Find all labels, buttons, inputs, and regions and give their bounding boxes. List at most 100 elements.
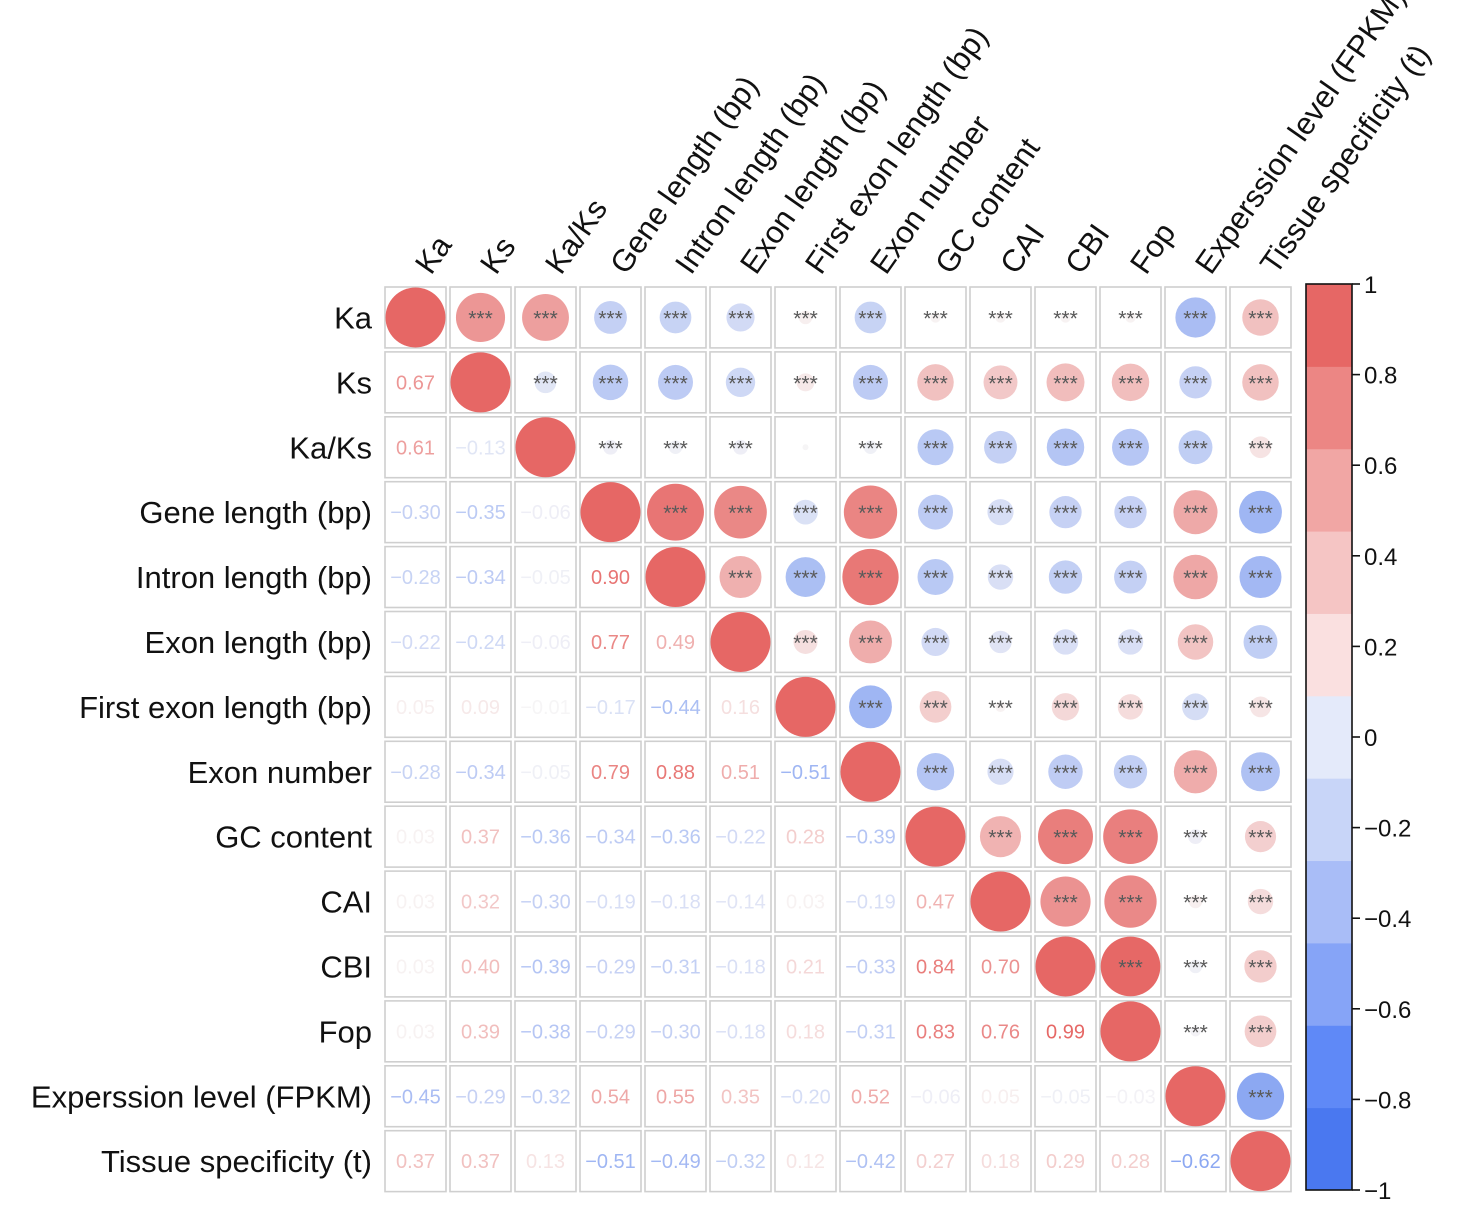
significance-label: *** <box>988 762 1013 785</box>
matrix-cell <box>1164 805 1227 868</box>
significance-label: *** <box>1118 762 1143 785</box>
correlation-value: 0.03 <box>396 1021 435 1043</box>
matrix-cell <box>449 415 512 479</box>
significance-label: *** <box>793 372 818 395</box>
correlation-circle <box>853 364 888 400</box>
row-label: Ka/Ks <box>289 430 372 465</box>
significance-label: *** <box>1183 632 1208 655</box>
correlation-value: −0.36 <box>520 827 571 849</box>
correlation-circle <box>1173 490 1218 535</box>
correlation-circle <box>840 741 901 802</box>
correlation-circle <box>987 499 1014 526</box>
significance-label: *** <box>988 307 1013 330</box>
significance-label: *** <box>1248 1021 1273 1044</box>
row-label: Ks <box>336 365 372 400</box>
correlation-value: −0.31 <box>845 1021 896 1043</box>
correlation-circle <box>1178 430 1213 465</box>
correlation-value: 0.05 <box>396 697 435 719</box>
matrix-cell <box>449 870 512 933</box>
matrix-cell <box>449 1000 512 1063</box>
correlation-circle <box>919 690 952 723</box>
significance-label: *** <box>663 437 688 460</box>
significance-label: *** <box>923 437 948 460</box>
matrix-cell <box>1034 1065 1097 1128</box>
significance-label: *** <box>1183 827 1208 850</box>
correlation-value: 0.84 <box>916 956 955 978</box>
row-label: Ka <box>334 300 373 335</box>
colorbar-segment <box>1306 1025 1352 1109</box>
matrix-cell <box>904 1065 967 1128</box>
significance-label: *** <box>858 307 883 330</box>
matrix-cell <box>384 480 447 544</box>
matrix-cell <box>1099 1065 1162 1128</box>
significance-label: *** <box>1118 372 1143 395</box>
correlation-circle <box>802 444 809 451</box>
significance-label: *** <box>858 502 883 525</box>
colorbar-tick-label: 0 <box>1364 725 1377 752</box>
significance-label: *** <box>858 372 883 395</box>
correlation-circle <box>515 417 576 478</box>
correlation-value: 0.03 <box>396 956 435 978</box>
significance-label: *** <box>1053 502 1078 525</box>
matrix-cell <box>839 351 902 414</box>
correlation-circle <box>1188 894 1203 909</box>
row-label: GC content <box>215 820 372 855</box>
correlation-value: −0.13 <box>455 437 506 459</box>
correlation-value: −0.03 <box>1105 1086 1156 1108</box>
matrix-cell <box>1099 1129 1162 1193</box>
column-label: Ka <box>408 228 459 280</box>
matrix-cell <box>1164 415 1227 479</box>
correlation-circle <box>455 292 506 343</box>
matrix-cell <box>449 740 512 803</box>
correlation-circle <box>1188 959 1203 974</box>
matrix-cell <box>709 1065 772 1128</box>
matrix-cell <box>709 805 772 868</box>
column-label: Fop <box>1123 216 1182 280</box>
matrix-cell <box>384 415 447 479</box>
correlation-value: 0.67 <box>396 372 435 394</box>
matrix-cell <box>774 610 837 674</box>
colorbar-tick-label: −0.8 <box>1364 1087 1411 1114</box>
matrix-cell <box>449 545 512 609</box>
matrix-cell <box>1034 351 1097 414</box>
significance-label: *** <box>1053 307 1078 330</box>
matrix-cell <box>1229 870 1292 933</box>
correlation-value: 0.16 <box>721 697 760 719</box>
significance-label: *** <box>663 372 688 395</box>
significance-label: *** <box>1118 307 1143 330</box>
correlation-circle <box>714 485 767 539</box>
correlation-value: −0.29 <box>585 1021 636 1043</box>
correlation-value: −0.49 <box>650 1151 701 1173</box>
matrix-cell <box>449 1065 512 1128</box>
correlation-circle <box>917 429 954 466</box>
colorbar-tick-label: −0.4 <box>1364 906 1411 933</box>
correlation-value: −0.05 <box>520 567 571 589</box>
correlation-value: 0.51 <box>721 762 760 784</box>
colorbar-segment <box>1306 448 1352 532</box>
correlation-circle <box>917 559 954 596</box>
correlation-circle <box>1103 809 1158 864</box>
matrix-cell <box>384 935 447 998</box>
correlation-circle <box>1179 366 1212 399</box>
matrix-cell <box>514 545 577 609</box>
correlation-value: −0.29 <box>455 1086 506 1108</box>
column-label: CBI <box>1058 218 1116 280</box>
correlation-value: −0.14 <box>715 892 766 914</box>
correlation-circle <box>1104 875 1157 928</box>
significance-label: *** <box>858 632 883 655</box>
significance-label: *** <box>1053 697 1078 720</box>
matrix-cell <box>449 675 512 739</box>
matrix-cell <box>1034 415 1097 479</box>
correlation-circle <box>385 287 446 348</box>
significance-label: *** <box>1248 567 1273 590</box>
matrix-cell <box>709 870 772 933</box>
significance-label: *** <box>1183 502 1208 525</box>
significance-label: *** <box>858 697 883 720</box>
column-label: Ks <box>473 230 522 280</box>
row-label: First exon length (bp) <box>79 690 372 725</box>
significance-label: *** <box>793 567 818 590</box>
matrix-cell <box>644 1129 707 1193</box>
significance-label: *** <box>1248 892 1273 915</box>
matrix-cell <box>644 610 707 674</box>
correlation-value: −0.05 <box>520 762 571 784</box>
